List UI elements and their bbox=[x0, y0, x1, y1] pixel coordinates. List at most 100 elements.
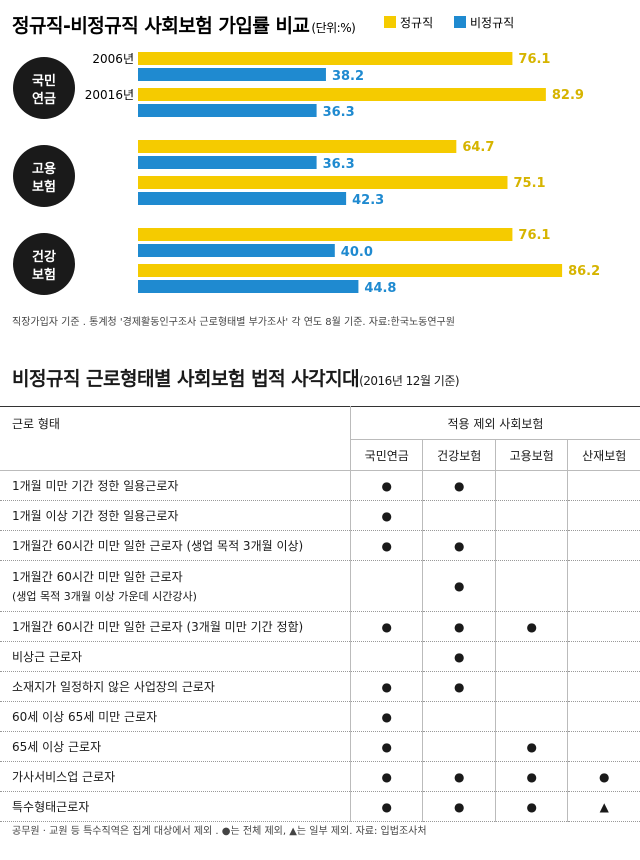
column-header-work-type: 근로 형태 bbox=[0, 406, 351, 471]
exclusion-mark: ● bbox=[349, 470, 423, 501]
row-label: 60세 이상 65세 미만 근로자 bbox=[0, 701, 351, 732]
group-label-1: 보험 bbox=[32, 179, 56, 195]
group-label-1: 고용 bbox=[32, 161, 56, 177]
empty-cell bbox=[494, 641, 568, 672]
empty-cell bbox=[567, 470, 640, 501]
exclusion-mark: ● bbox=[422, 530, 496, 561]
legend-label-nonregular: 비정규직 bbox=[470, 16, 514, 30]
table-row: 1개월간 60시간 미만 일한 근로자 (3개월 미만 기간 정함) ● ● ● bbox=[0, 611, 640, 642]
exclusion-mark: ● bbox=[567, 761, 640, 792]
group-label-0: 연금 bbox=[32, 92, 56, 107]
value-label-regular: 76.1 bbox=[518, 228, 550, 243]
row-label: 가사서비스업 근로자 bbox=[0, 761, 351, 792]
empty-cell bbox=[349, 560, 423, 612]
table-row: 1개월 이상 기간 정한 일용근로자 ● bbox=[0, 500, 640, 531]
value-label-regular: 76.1 bbox=[518, 52, 550, 67]
table-row: 1개월간 60시간 미만 일한 근로자 (생업 목적 3개월 이상 가운데 시간강… bbox=[0, 560, 640, 612]
table-row: 1개월간 60시간 미만 일한 근로자 (생업 목적 3개월 이상) ● ● bbox=[0, 530, 640, 561]
empty-cell bbox=[422, 731, 496, 762]
exclusion-mark: ● bbox=[494, 791, 568, 822]
empty-cell bbox=[494, 470, 568, 501]
chart-source-note: 직장가입자 기준 . 통계청 '경제활동인구조사 근로형태별 부가조사' 각 연… bbox=[12, 315, 455, 328]
table-row: 60세 이상 65세 미만 근로자 ● bbox=[0, 701, 640, 732]
bar-regular bbox=[138, 88, 546, 101]
empty-cell bbox=[567, 500, 640, 531]
bar-nonregular bbox=[138, 192, 347, 205]
exclusion-mark: ● bbox=[349, 791, 423, 822]
bar-regular bbox=[138, 52, 513, 65]
empty-cell bbox=[349, 641, 423, 672]
year-label: 20016년 bbox=[85, 88, 134, 102]
value-label-nonregular: 38.2 bbox=[332, 69, 364, 84]
empty-cell bbox=[567, 731, 640, 762]
empty-cell bbox=[422, 701, 496, 732]
exclusion-mark: ● bbox=[422, 470, 496, 501]
exclusion-mark: ● bbox=[422, 761, 496, 792]
empty-cell bbox=[494, 671, 568, 702]
row-label: 1개월 이상 기간 정한 일용근로자 bbox=[0, 500, 351, 531]
exclusion-mark: ● bbox=[422, 791, 496, 822]
legend-swatch-nonregular bbox=[454, 16, 466, 28]
column-header-0: 국민연금 bbox=[349, 439, 423, 471]
table-row: 비상근 근로자 ● bbox=[0, 641, 640, 672]
table-title: 비정규직 근로형태별 사회보험 법적 사각지대(2016년 12월 기준) bbox=[12, 368, 460, 390]
exclusion-mark: ● bbox=[422, 671, 496, 702]
group-badge-0 bbox=[13, 57, 75, 119]
table-row: 65세 이상 근로자 ● ● bbox=[0, 731, 640, 762]
table-row: 소재지가 일정하지 않은 사업장의 근로자 ● ● bbox=[0, 671, 640, 702]
legend-swatch-regular bbox=[384, 16, 396, 28]
year-label: 2006년 bbox=[92, 52, 134, 66]
legend-label-regular: 정규직 bbox=[400, 16, 433, 30]
exclusion-mark: ● bbox=[349, 611, 423, 642]
bar-regular bbox=[138, 140, 457, 153]
column-group-header: 적용 제외 사회보험 bbox=[350, 406, 640, 440]
empty-cell bbox=[494, 701, 568, 732]
exclusion-mark: ● bbox=[422, 641, 496, 672]
insurance-rate-chart: 정규직-비정규직 사회보험 가입률 비교 (단위:%) 정규직 비정규직 국민연금… bbox=[12, 15, 600, 328]
exclusion-mark: ● bbox=[349, 671, 423, 702]
exclusion-mark: ● bbox=[494, 761, 568, 792]
exclusion-mark: ● bbox=[349, 761, 423, 792]
empty-cell bbox=[567, 530, 640, 561]
bar-nonregular bbox=[138, 280, 359, 293]
column-header-3: 산재보험 bbox=[567, 439, 640, 471]
value-label-nonregular: 40.0 bbox=[341, 245, 373, 260]
row-label: 1개월간 60시간 미만 일한 근로자 (3개월 미만 기간 정함) bbox=[0, 611, 351, 642]
empty-cell bbox=[567, 701, 640, 732]
exclusion-mark: ● bbox=[349, 701, 423, 732]
exclusion-mark: ● bbox=[349, 500, 423, 531]
exclusion-mark: ● bbox=[422, 611, 496, 642]
group-label-2: 건강 bbox=[32, 249, 56, 265]
row-label: 65세 이상 근로자 bbox=[0, 731, 351, 762]
table-row: 가사서비스업 근로자 ● ● ● ● bbox=[0, 761, 640, 792]
value-label-nonregular: 44.8 bbox=[364, 281, 396, 296]
value-label-nonregular: 36.3 bbox=[323, 105, 355, 120]
row-label: 특수형태근로자 bbox=[0, 791, 351, 822]
exclusion-mark: ● bbox=[422, 560, 496, 612]
row-label: 비상근 근로자 bbox=[0, 641, 351, 672]
row-label: 1개월간 60시간 미만 일한 근로자 (생업 목적 3개월 이상) bbox=[0, 530, 351, 561]
bar-regular bbox=[138, 176, 508, 189]
group-badge-1 bbox=[13, 145, 75, 207]
table-row: 특수형태근로자 ● ● ● ▲ bbox=[0, 791, 640, 822]
exclusion-mark: ● bbox=[349, 530, 423, 561]
empty-cell bbox=[494, 500, 568, 531]
column-header-1: 건강보험 bbox=[422, 439, 496, 471]
empty-cell bbox=[494, 560, 568, 612]
chart-title: 정규직-비정규직 사회보험 가입률 비교 (단위:%) bbox=[12, 15, 355, 37]
value-label-regular: 75.1 bbox=[513, 176, 545, 191]
table-source-note: 공무원 · 교원 등 특수직역은 집계 대상에서 제외 . ●는 전체 제외, … bbox=[12, 826, 427, 837]
value-label-regular: 64.7 bbox=[462, 140, 494, 155]
exclusion-mark: ● bbox=[494, 611, 568, 642]
blind-spot-table: 근로 형태 적용 제외 사회보험 국민연금 건강보험 고용보험 산재보험 1개월 미만… bbox=[0, 406, 640, 822]
bar-regular bbox=[138, 228, 513, 241]
value-label-regular: 82.9 bbox=[552, 88, 584, 103]
empty-cell bbox=[567, 560, 640, 612]
value-label-nonregular: 36.3 bbox=[323, 157, 355, 172]
table-row: 1개월 미만 기간 정한 일용근로자 ● ● bbox=[0, 470, 640, 501]
exclusion-mark: ● bbox=[349, 731, 423, 762]
group-label-0: 국민 bbox=[32, 73, 56, 89]
bar-nonregular bbox=[138, 156, 317, 169]
group-badge-2 bbox=[13, 233, 75, 295]
value-label-nonregular: 42.3 bbox=[352, 193, 384, 208]
